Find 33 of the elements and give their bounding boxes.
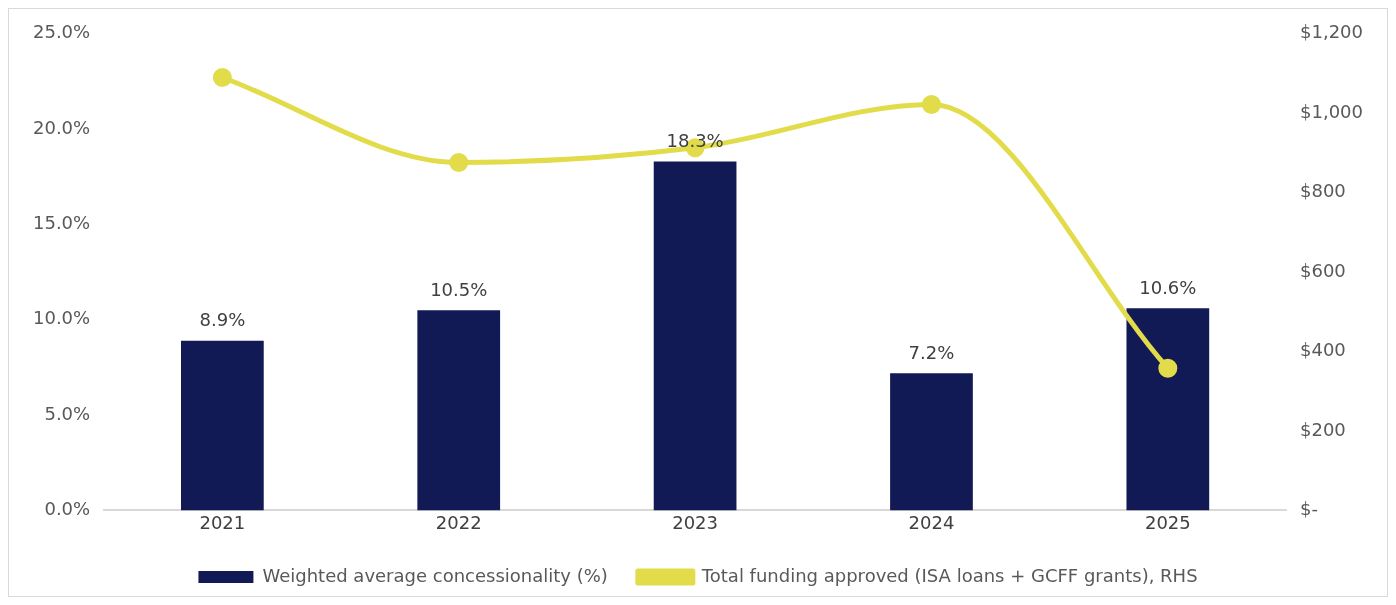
- y-tick-label: 20.0%: [32, 116, 91, 138]
- y-tick-label: 5.0%: [44, 402, 91, 424]
- bar: [1126, 308, 1210, 511]
- x-tick-label: 2024: [908, 511, 955, 533]
- y-tick-label: 15.0%: [32, 212, 91, 234]
- bar: [653, 161, 737, 511]
- x-tick-label: 2023: [672, 511, 719, 533]
- legend-label: Total funding approved (ISA loans + GCFF grants), RHS: [700, 564, 1198, 586]
- x-tick-label: 2022: [435, 511, 482, 533]
- y2-tick-label: $600: [1300, 259, 1346, 281]
- point: [449, 152, 469, 172]
- bar: [417, 310, 501, 511]
- y2-tick-label: $800: [1300, 180, 1346, 202]
- y2-tick-label: $1,000: [1300, 100, 1363, 122]
- x-tick-label: 2025: [1144, 511, 1191, 533]
- y-tick-label: 25.0%: [32, 21, 91, 43]
- y-tick-label: 10.0%: [32, 307, 91, 329]
- legend-label: Weighted average concessionality (%): [262, 564, 608, 586]
- x-tick-label: 2021: [199, 511, 246, 533]
- data-label: 7.2%: [908, 341, 955, 363]
- data-label: 8.9%: [199, 309, 246, 331]
- y2-tick-label: $-: [1300, 498, 1318, 520]
- point: [212, 67, 232, 87]
- y2-tick-label: $400: [1300, 339, 1346, 361]
- bar: [890, 373, 973, 511]
- point: [921, 95, 941, 114]
- y2-tick-label: $1,200: [1300, 21, 1363, 43]
- y2-tick-label: $200: [1300, 418, 1346, 440]
- data-label: 10.5%: [430, 278, 488, 300]
- y-tick-label: 0.0%: [44, 498, 91, 520]
- point: [1158, 358, 1178, 378]
- bar: [181, 340, 264, 511]
- data-label: 10.6%: [1139, 276, 1197, 298]
